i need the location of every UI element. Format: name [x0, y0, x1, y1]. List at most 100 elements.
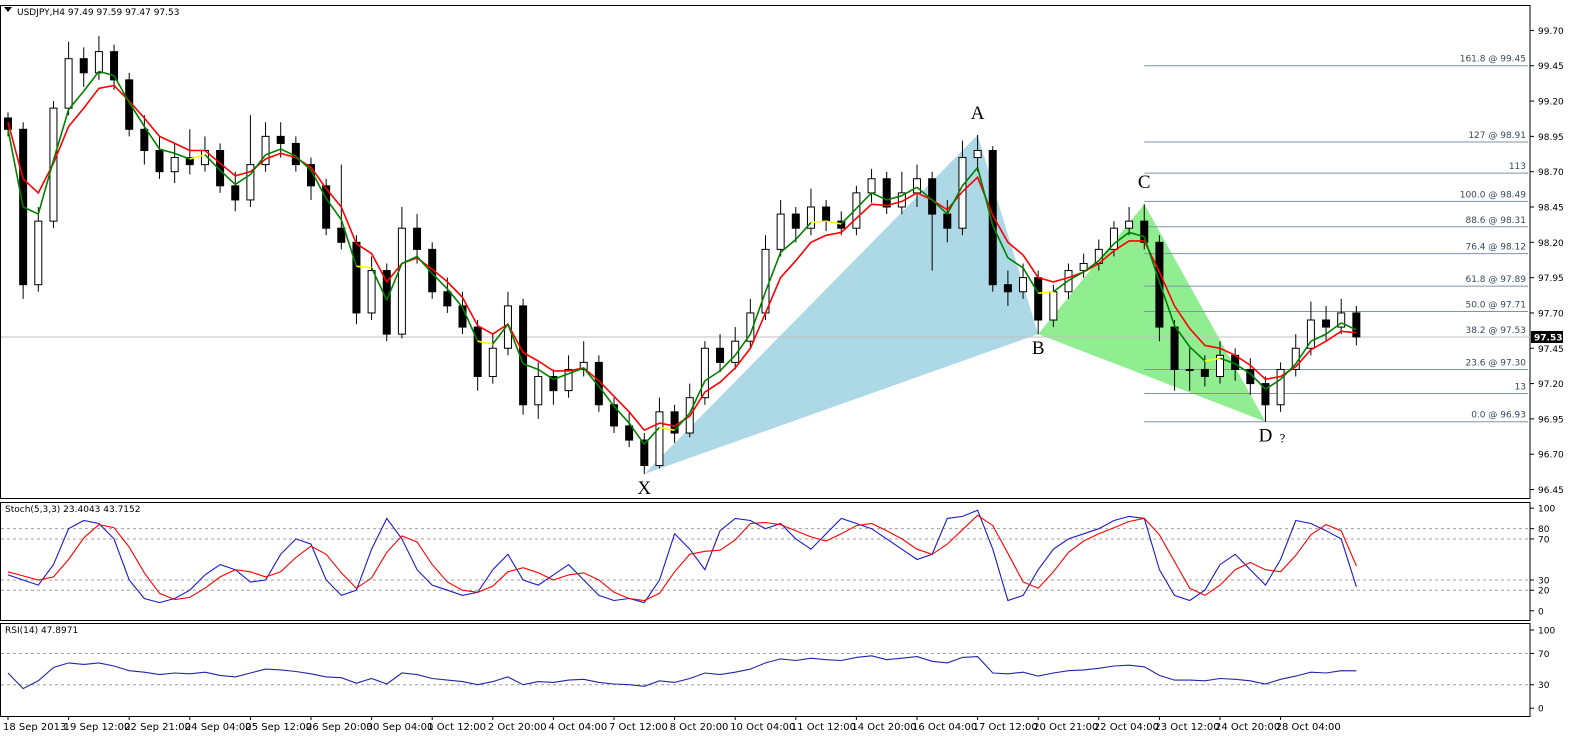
y-tick-label: 96.70	[1538, 451, 1564, 461]
x-tick-label: 22 Oct 04:00	[1094, 722, 1159, 733]
x-tick-label: 18 Sep 2013	[3, 722, 66, 733]
menu-icon	[4, 7, 12, 12]
candle-body	[882, 178, 891, 208]
moving-average-segment	[189, 153, 206, 160]
last-price-label: 97.53	[1534, 333, 1562, 343]
candle-body	[1322, 319, 1331, 328]
moving-average-segment	[1234, 363, 1251, 375]
candle-body	[1337, 312, 1346, 328]
pattern-label: C	[1138, 172, 1151, 193]
moving-average-segment	[537, 368, 554, 381]
fib-label: 61.8 @ 97.89	[1465, 275, 1526, 285]
moving-average-segment	[234, 173, 251, 186]
y-tick-label: 97.70	[1538, 309, 1564, 319]
candle-body	[246, 164, 255, 201]
moving-average-segment	[416, 255, 433, 274]
moving-average-segment	[295, 155, 312, 171]
moving-average-segment	[113, 75, 130, 103]
candle-body	[776, 213, 785, 250]
moving-average-segment	[143, 126, 161, 150]
moving-average-segment	[522, 363, 539, 371]
fib-label: 88.6 @ 98.31	[1465, 216, 1526, 226]
x-tick-label: 7 Oct 12:00	[609, 722, 668, 733]
moving-average-segment	[401, 255, 418, 265]
pattern-note: ?	[1279, 431, 1285, 446]
moving-average-segment	[674, 412, 691, 431]
moving-average-segment	[628, 422, 645, 445]
candle-body	[579, 361, 588, 370]
candle-body	[640, 439, 649, 467]
candle-body	[1352, 312, 1361, 338]
moving-average-segment	[855, 192, 873, 209]
y-tick-label: 99.70	[1538, 27, 1564, 37]
pattern-area	[644, 135, 1039, 474]
moving-average-segment	[356, 265, 372, 269]
pattern-area	[1038, 204, 1266, 422]
panel-title: Stoch(5,3,3) 23.4043 43.7152	[5, 505, 140, 515]
candle-body	[1003, 284, 1012, 293]
fib-label: 23.6 @ 97.30	[1465, 358, 1526, 368]
candle-body	[1079, 263, 1088, 272]
x-tick-label: 24 Oct 20:00	[1215, 722, 1280, 733]
moving-average-segment	[340, 219, 358, 267]
candle-body	[625, 425, 634, 441]
candle-body	[64, 58, 73, 109]
candle-body	[534, 376, 543, 406]
candle-body	[231, 185, 240, 201]
candle-body	[322, 185, 331, 229]
moving-average-segment	[325, 198, 342, 221]
moving-average-segment	[174, 152, 191, 160]
x-tick-label: 23 Oct 12:00	[1154, 722, 1219, 733]
moving-average-segment	[477, 340, 493, 345]
y-tick-label: 80	[1538, 525, 1550, 535]
x-tick-label: 28 Oct 04:00	[1276, 722, 1341, 733]
moving-average-segment	[992, 225, 1009, 259]
candle-body	[1170, 326, 1179, 370]
moving-average-segment	[219, 169, 236, 185]
candle-body	[34, 220, 43, 286]
moving-average-segment	[1068, 271, 1085, 282]
candle-body	[1200, 368, 1209, 378]
fib-label: 0.0 @ 96.93	[1471, 411, 1526, 421]
moving-average-segment	[159, 148, 175, 155]
moving-average-segment	[901, 186, 918, 197]
candle-body	[216, 149, 225, 187]
x-tick-label: 1 Oct 12:00	[427, 722, 486, 733]
candle-body	[958, 157, 967, 229]
candle-body	[1155, 241, 1164, 328]
panel-frame	[0, 5, 1531, 499]
candle-body	[413, 227, 422, 250]
candle-body	[443, 291, 452, 307]
moving-average-segment	[643, 426, 661, 445]
panel-frame	[0, 623, 1531, 717]
candle-body	[155, 149, 164, 173]
candle-body	[1049, 291, 1058, 321]
candle-body	[473, 326, 482, 378]
moving-average-segment	[976, 167, 994, 226]
candle-body	[367, 270, 376, 314]
moving-average-segment	[840, 207, 857, 225]
moving-average-segment	[961, 166, 979, 187]
fib-label: 76.4 @ 98.12	[1465, 243, 1526, 253]
y-tick-label: 98.45	[1538, 204, 1564, 214]
moving-average-segment	[67, 90, 85, 111]
x-tick-label: 25 Sep 12:00	[245, 722, 312, 733]
candle-body	[397, 227, 406, 335]
pattern-label: X	[637, 478, 651, 499]
moving-average-segment	[749, 291, 767, 335]
moving-average-segment	[1189, 346, 1206, 362]
fib-label: 100.0 @ 98.49	[1460, 190, 1527, 200]
moving-average-segment	[98, 70, 115, 77]
moving-average-segment	[568, 367, 584, 375]
moving-average-segment	[764, 251, 782, 293]
moving-average-segment	[1310, 333, 1327, 342]
candle-body	[1276, 368, 1285, 406]
y-tick-label: 99.45	[1538, 62, 1564, 72]
y-tick-label: 100	[1538, 505, 1555, 515]
moving-average-segment	[916, 186, 933, 201]
candle-body	[79, 58, 88, 74]
moving-average-segment	[7, 129, 24, 208]
indicator-line	[7, 514, 1357, 602]
candle-body	[1109, 227, 1118, 250]
candle-body	[1216, 354, 1224, 378]
